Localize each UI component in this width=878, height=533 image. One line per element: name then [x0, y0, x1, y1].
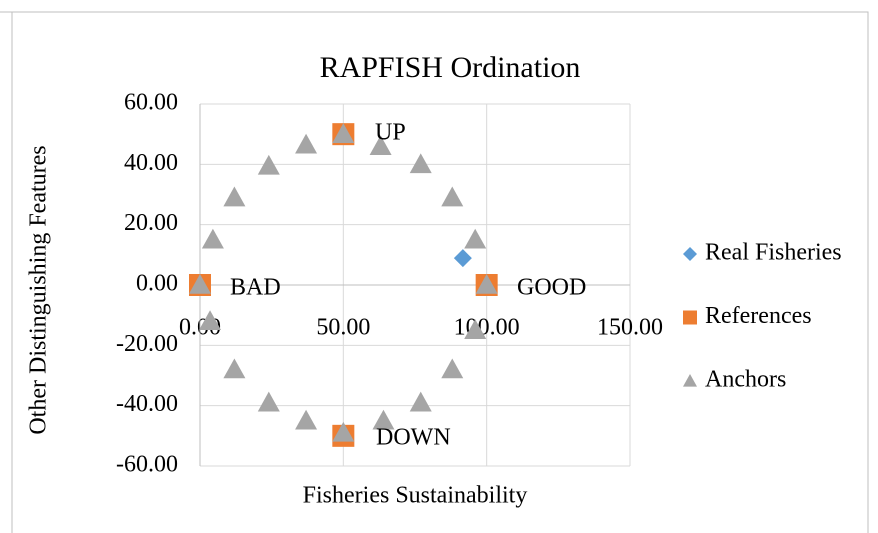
y-tick-label: 40.00	[124, 150, 178, 176]
marker-triangle	[332, 123, 355, 143]
annotation: BAD	[230, 275, 281, 301]
y-axis-label: Other Distinguishing Features	[26, 145, 52, 434]
marker-triangle	[372, 409, 395, 430]
annotation: UP	[375, 120, 406, 146]
y-tick-label: 60.00	[124, 90, 178, 116]
marker-triangle	[189, 274, 211, 294]
marker-triangle	[223, 186, 246, 207]
legend-label: Real Fisheries	[705, 240, 842, 266]
y-tick-label: 0.00	[136, 271, 178, 297]
y-tick-label: -60.00	[116, 452, 178, 478]
marker-triangle	[683, 374, 697, 387]
marker-triangle	[409, 391, 432, 412]
legend-label: References	[705, 303, 812, 329]
marker-triangle	[409, 153, 432, 174]
marker-triangle	[295, 409, 318, 430]
y-tick-label: 20.00	[124, 210, 178, 236]
marker-diamond	[453, 249, 472, 268]
marker-triangle	[475, 274, 498, 294]
chart-title: RAPFISH Ordination	[320, 51, 581, 84]
marker-triangle	[201, 228, 224, 249]
marker-triangle	[441, 358, 464, 379]
y-tick-label: -20.00	[116, 331, 178, 357]
annotation: DOWN	[376, 425, 451, 451]
marker-triangle	[332, 421, 355, 442]
marker-triangle	[257, 391, 280, 412]
marker-diamond	[683, 247, 697, 261]
marker-triangle	[464, 228, 487, 249]
legend-label: Anchors	[705, 367, 786, 393]
x-tick-label: 150.00	[597, 315, 663, 341]
x-tick-label: 50.00	[316, 315, 370, 341]
marker-triangle	[441, 186, 464, 207]
marker-triangle	[223, 358, 246, 379]
x-tick-label: 100.00	[454, 315, 520, 341]
marker-square	[683, 310, 697, 325]
marker-triangle	[295, 133, 318, 154]
marker-triangle	[257, 154, 280, 175]
frame	[0, 11, 869, 533]
y-tick-label: -40.00	[116, 391, 178, 417]
x-axis-label: Fisheries Sustainability	[303, 483, 528, 509]
marker-triangle	[199, 310, 222, 330]
marker-triangle	[464, 319, 487, 340]
marker-triangle	[369, 135, 392, 156]
annotation: GOOD	[517, 275, 586, 301]
